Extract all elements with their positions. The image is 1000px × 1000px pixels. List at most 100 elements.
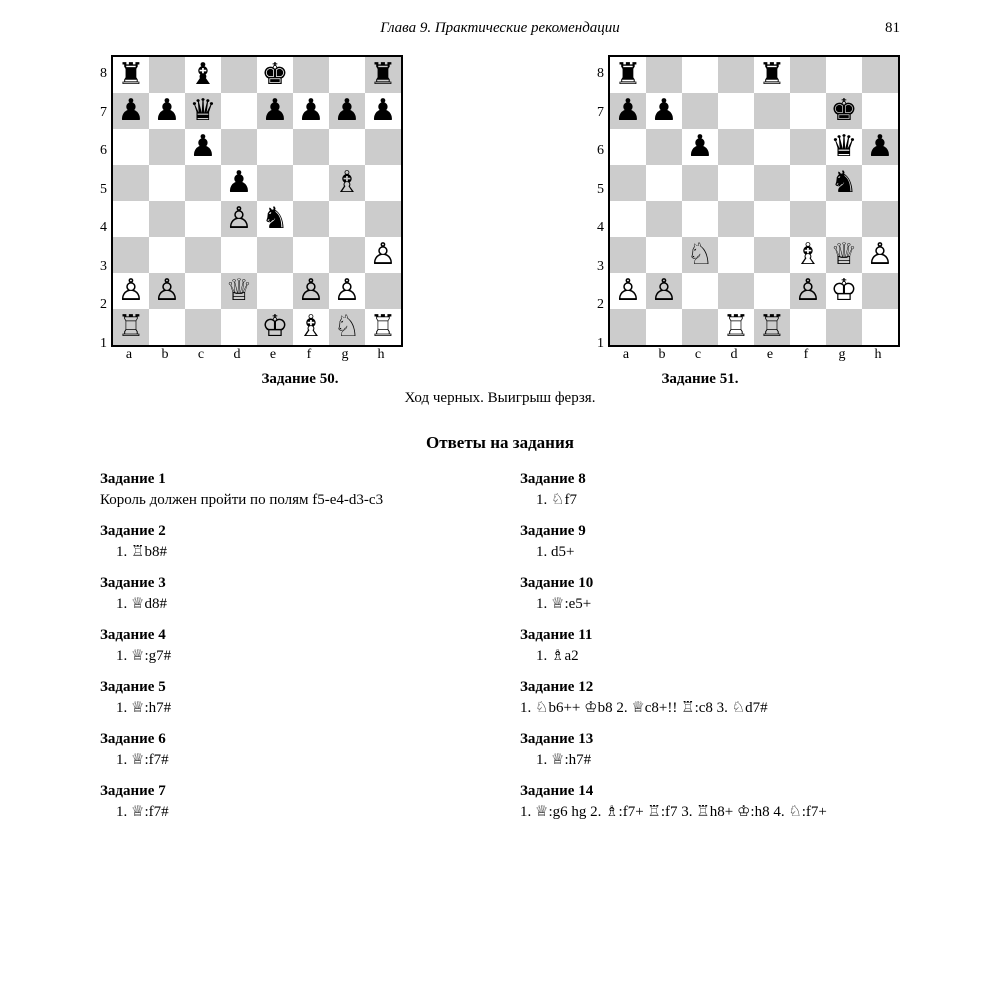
square: ♔ [257, 309, 293, 345]
square [790, 57, 826, 93]
page-header: Глава 9. Практические рекомендации 81 [100, 20, 900, 37]
square [826, 57, 862, 93]
answer-heading: Задание 6 [100, 731, 480, 748]
file-label: h [860, 347, 896, 363]
square [646, 237, 682, 273]
square: ♗ [329, 165, 365, 201]
file-label: f [788, 347, 824, 363]
file-label: d [716, 347, 752, 363]
caption-subtitle: Ход черных. Выигрыш ферзя. [100, 390, 900, 407]
square [718, 201, 754, 237]
file-label: c [183, 347, 219, 363]
answers-left-col: Задание 1Король должен пройти по полям f… [100, 471, 480, 835]
square [646, 309, 682, 345]
answer-block: Задание 21. ♖b8# [100, 523, 480, 563]
square [149, 129, 185, 165]
rank-labels: 87654321 [597, 55, 608, 363]
caption-51: Задание 51. [662, 371, 739, 388]
square: ♟ [221, 165, 257, 201]
answer-heading: Задание 1 [100, 471, 480, 488]
answer-heading: Задание 7 [100, 783, 480, 800]
square: ♛ [185, 93, 221, 129]
chess-boards-row: 87654321 ♜♝♚♜♟♟♛♟♟♟♟♟♟♗♙♞♙♙♙♕♙♙♖♔♗♘♖ abc… [100, 55, 900, 363]
square [718, 129, 754, 165]
rank-label: 4 [100, 210, 107, 246]
square [329, 57, 365, 93]
rank-label: 1 [100, 326, 107, 362]
rank-label: 8 [100, 56, 107, 92]
square [754, 201, 790, 237]
file-label: c [680, 347, 716, 363]
file-label: h [363, 347, 399, 363]
square [826, 309, 862, 345]
square: ♔ [826, 273, 862, 309]
square: ♛ [826, 129, 862, 165]
square [682, 93, 718, 129]
square [257, 273, 293, 309]
square [790, 93, 826, 129]
square [293, 237, 329, 273]
answer-block: Задание 51. ♕:h7# [100, 679, 480, 719]
answer-block: Задание 101. ♕:e5+ [520, 575, 900, 615]
square [754, 273, 790, 309]
square [646, 57, 682, 93]
square [682, 273, 718, 309]
square [718, 93, 754, 129]
file-label: b [644, 347, 680, 363]
answer-heading: Задание 9 [520, 523, 900, 540]
answer-heading: Задание 3 [100, 575, 480, 592]
file-label: g [327, 347, 363, 363]
answer-body: 1. ♕:h7# [520, 750, 900, 771]
square [149, 201, 185, 237]
rank-label: 5 [100, 172, 107, 208]
square [149, 165, 185, 201]
square [754, 129, 790, 165]
square [826, 201, 862, 237]
answer-body: 1. ♕:g7# [100, 646, 480, 667]
answer-heading: Задание 4 [100, 627, 480, 644]
square [113, 201, 149, 237]
square [718, 165, 754, 201]
square: ♟ [149, 93, 185, 129]
chess-board-50: ♜♝♚♜♟♟♛♟♟♟♟♟♟♗♙♞♙♙♙♕♙♙♖♔♗♘♖ [111, 55, 403, 347]
rank-label: 4 [597, 210, 604, 246]
page-number: 81 [860, 20, 900, 37]
square [682, 201, 718, 237]
answer-body: 1. ♕:f7# [100, 750, 480, 771]
square [646, 201, 682, 237]
square: ♞ [826, 165, 862, 201]
chess-board-51: ♜♜♟♟♚♟♛♟♞♘♗♕♙♙♙♙♔♖♖ [608, 55, 900, 347]
answer-body: 1. ♕:g6 hg 2. ♗:f7+ ♖:f7 3. ♖h8+ ♔:h8 4.… [520, 802, 900, 823]
answer-body: 1. ♘b6++ ♔b8 2. ♕c8+!! ♖:c8 3. ♘d7# [520, 698, 900, 719]
square [221, 237, 257, 273]
square [862, 57, 898, 93]
file-label: a [608, 347, 644, 363]
square [682, 309, 718, 345]
square [185, 201, 221, 237]
square: ♙ [329, 273, 365, 309]
square [257, 237, 293, 273]
square: ♜ [610, 57, 646, 93]
rank-label: 3 [100, 249, 107, 285]
square: ♜ [113, 57, 149, 93]
square: ♟ [862, 129, 898, 165]
file-label: a [111, 347, 147, 363]
answer-block: Задание 9 1. d5+ [520, 523, 900, 563]
answer-heading: Задание 10 [520, 575, 900, 592]
square: ♚ [257, 57, 293, 93]
answer-body: 1. d5+ [520, 542, 900, 563]
square [718, 273, 754, 309]
square [610, 201, 646, 237]
file-label: g [824, 347, 860, 363]
square: ♗ [790, 237, 826, 273]
square [610, 237, 646, 273]
file-labels: abcdefgh [111, 347, 403, 363]
square [862, 309, 898, 345]
square [113, 129, 149, 165]
square [790, 201, 826, 237]
file-label: e [752, 347, 788, 363]
square: ♙ [365, 237, 401, 273]
square: ♙ [646, 273, 682, 309]
square: ♟ [257, 93, 293, 129]
square [293, 57, 329, 93]
